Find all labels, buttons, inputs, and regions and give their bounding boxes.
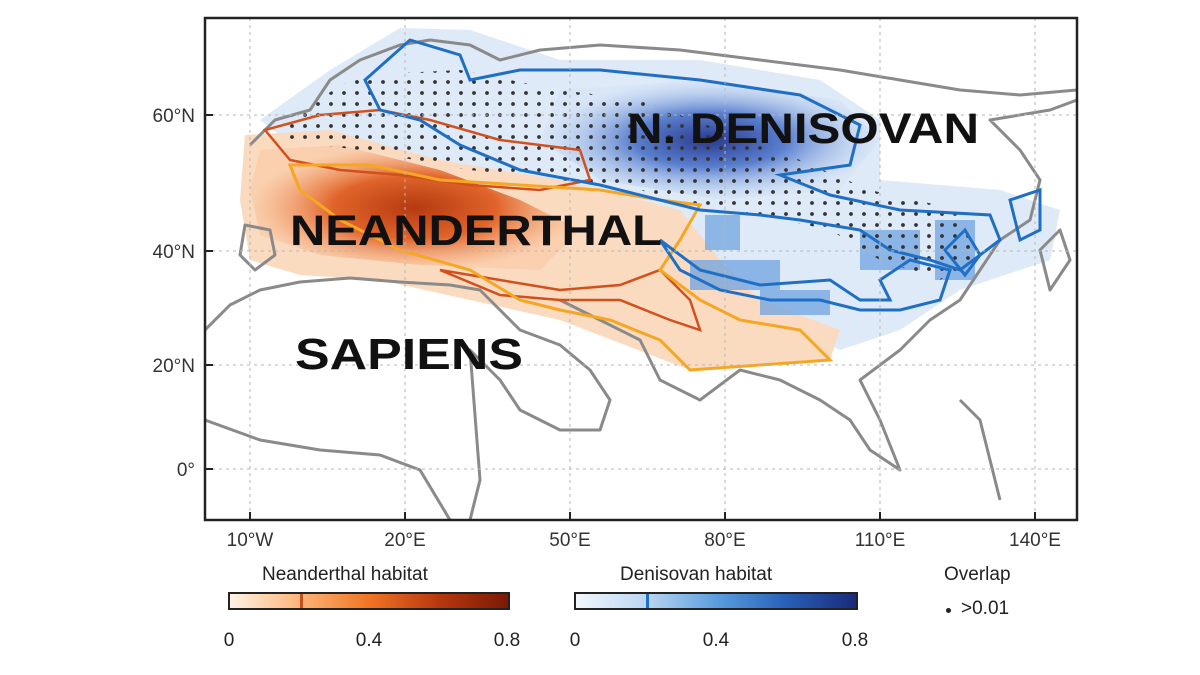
axis-tick-marks [205, 114, 1036, 520]
lon-tick-140e: 140°E [1009, 530, 1061, 551]
denisovan-range-outline [363, 38, 1042, 312]
denisovan-tick-0-8: 0.8 [841, 630, 869, 651]
map-area [205, 18, 1077, 520]
lon-tick-10w: 10°W [227, 530, 274, 551]
label-neanderthal: NEANDERTHAL [290, 207, 662, 255]
denisovan-tick-0: 0 [569, 630, 581, 651]
coastlines [205, 38, 1077, 520]
denisovan-tick-0-4: 0.4 [702, 630, 730, 651]
label-n-denisovan: N. DENISOVAN [627, 105, 979, 153]
neanderthal-tick-0-4: 0.4 [355, 630, 383, 651]
map-frame [203, 16, 1079, 522]
label-sapiens: SAPIENS [295, 330, 523, 379]
neanderthal-legend-title: Neanderthal habitat [262, 564, 428, 585]
lat-tick-60: 60°N [153, 106, 195, 127]
denisovan-colorbar [574, 592, 858, 610]
overlap-dot-icon [946, 608, 951, 613]
denisovan-legend-title: Denisovan habitat [620, 564, 773, 585]
neanderthal-colorbar [228, 592, 510, 610]
longitude-axis: 10°W 20°E 50°E 80°E 110°E 140°E [227, 530, 1061, 551]
lon-tick-50e: 50°E [549, 530, 590, 551]
map-gridlines [205, 18, 1077, 520]
overlap-dots-area [280, 70, 975, 280]
lon-tick-80e: 80°E [704, 530, 745, 551]
neanderthal-core-shade [250, 145, 580, 270]
lon-tick-20e: 20°E [384, 530, 425, 551]
sapiens-range-outline [287, 163, 834, 372]
neanderthal-tick-0-8: 0.8 [493, 630, 521, 651]
neanderthal-tick-0: 0 [223, 630, 235, 651]
latitude-axis: 60°N 40°N 20°N 0° [153, 106, 195, 481]
lon-tick-110e: 110°E [855, 530, 906, 551]
lat-tick-40: 40°N [153, 242, 195, 263]
denisovan-colorbar-marker [646, 594, 649, 608]
lat-tick-20: 20°N [153, 356, 195, 377]
overlap-legend-entry: >0.01 [961, 598, 1010, 619]
lat-tick-0: 0° [177, 460, 195, 481]
neanderthal-colorbar-marker [300, 594, 303, 608]
overlap-legend-title: Overlap [944, 564, 1011, 585]
